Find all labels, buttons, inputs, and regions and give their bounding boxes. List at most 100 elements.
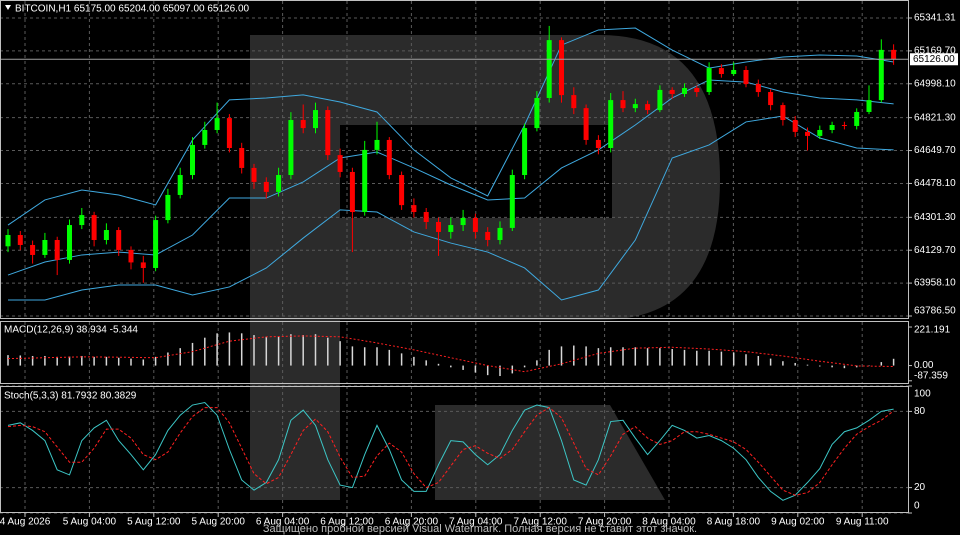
candle-body bbox=[571, 95, 577, 109]
candle-body bbox=[190, 144, 195, 176]
candle-body bbox=[202, 129, 208, 145]
bollinger-band bbox=[7, 27, 894, 226]
symbol-icon bbox=[5, 5, 11, 10]
watermark-text: Защищено пробной версией Visual Watermar… bbox=[263, 523, 697, 535]
macd-bar bbox=[253, 335, 255, 366]
candle-body bbox=[436, 221, 441, 232]
macd-bar bbox=[265, 336, 268, 366]
candle-body bbox=[657, 89, 663, 111]
y-tick-label: 64129.70 bbox=[914, 245, 956, 256]
y-tick-label: 64301.30 bbox=[914, 212, 956, 223]
macd-bar bbox=[659, 348, 661, 366]
x-tick-label: 4 Aug 2026 bbox=[0, 517, 51, 528]
candle-body bbox=[79, 215, 85, 226]
macd-bar bbox=[400, 353, 403, 366]
y-tick-label: 64649.70 bbox=[914, 145, 956, 156]
candle-body bbox=[780, 105, 786, 121]
candle-body bbox=[263, 181, 269, 192]
macd-bar bbox=[105, 356, 108, 366]
y-tick-label: 100 bbox=[914, 389, 931, 400]
macd-bar bbox=[363, 347, 366, 366]
macd-bar bbox=[290, 334, 292, 366]
stoch-title: Stoch(5,3,3) 81.7932 80.3829 bbox=[4, 391, 137, 402]
candle-body bbox=[608, 100, 614, 149]
candle-body bbox=[116, 230, 122, 250]
candle-body bbox=[153, 220, 159, 268]
candle-body bbox=[251, 167, 257, 182]
candle-body bbox=[854, 111, 860, 126]
last-price-label: 65126.00 bbox=[913, 54, 955, 65]
y-tick-label: 63786.50 bbox=[914, 306, 956, 317]
macd-bar bbox=[7, 355, 9, 366]
stoch-k bbox=[7, 401, 894, 501]
candle-body bbox=[140, 262, 146, 268]
y-tick-label: 221.191 bbox=[914, 325, 951, 336]
stoch-panel-frame bbox=[0, 386, 909, 513]
macd-bar bbox=[769, 358, 772, 366]
candle-body bbox=[325, 110, 331, 156]
candle-body bbox=[362, 149, 368, 213]
candle-body bbox=[805, 131, 810, 136]
macd-bar bbox=[634, 347, 637, 366]
macd-bar bbox=[855, 365, 858, 368]
candle-body bbox=[54, 239, 60, 260]
macd-bar bbox=[708, 350, 710, 366]
macd-bar bbox=[56, 356, 58, 366]
macd-bar bbox=[327, 337, 329, 366]
macd-bar bbox=[93, 356, 95, 366]
candle-body bbox=[177, 175, 183, 195]
macd-bar bbox=[388, 349, 391, 366]
macd-bar bbox=[536, 360, 538, 366]
candle-body bbox=[682, 88, 687, 94]
x-tick-label: 8 Aug 04:00 bbox=[642, 517, 696, 528]
x-tick-label: 7 Aug 20:00 bbox=[578, 517, 632, 528]
y-tick-label: 64478.10 bbox=[914, 178, 956, 189]
macd-bar bbox=[683, 349, 686, 366]
candle-body bbox=[669, 89, 675, 94]
candle-body bbox=[337, 155, 343, 172]
candle-body bbox=[841, 125, 847, 127]
x-tick-label: 7 Aug 04:00 bbox=[449, 517, 503, 528]
macd-bar bbox=[450, 365, 452, 368]
candle-body bbox=[214, 118, 220, 130]
candle-body bbox=[300, 120, 306, 129]
candle-body bbox=[620, 100, 626, 109]
candle-body bbox=[399, 175, 405, 206]
macd-bar bbox=[130, 358, 132, 366]
candle-body bbox=[313, 110, 318, 129]
candle-body bbox=[632, 104, 638, 109]
macd-bar bbox=[228, 332, 231, 366]
candle-body bbox=[866, 100, 872, 112]
last-price-box bbox=[910, 53, 958, 66]
macd-bar bbox=[868, 365, 870, 367]
x-tick-label: 6 Aug 20:00 bbox=[385, 517, 439, 528]
macd-bar bbox=[240, 333, 243, 366]
x-tick-label: 6 Aug 12:00 bbox=[320, 517, 374, 528]
main-title: BITCOIN,H1 65175.00 65204.00 65097.00 65… bbox=[15, 4, 250, 15]
candle-body bbox=[694, 88, 700, 93]
macd-bar bbox=[314, 334, 317, 366]
candle-body bbox=[522, 128, 528, 176]
candle-body bbox=[583, 108, 589, 140]
y-tick-label: 0 bbox=[914, 501, 920, 512]
candle-body bbox=[411, 205, 417, 213]
macd-bar bbox=[216, 333, 218, 366]
candle-body bbox=[509, 175, 515, 228]
macd-bar bbox=[696, 350, 698, 366]
y-tick-label: -87.359 bbox=[914, 371, 948, 382]
x-tick-label: 8 Aug 18:00 bbox=[707, 517, 761, 528]
macd-bar bbox=[745, 354, 747, 366]
candle-body bbox=[817, 129, 823, 136]
candle-body bbox=[288, 120, 294, 176]
macd-bar bbox=[720, 351, 723, 366]
macd-bar bbox=[277, 336, 280, 366]
x-tick-label: 5 Aug 20:00 bbox=[192, 517, 246, 528]
macd-bar bbox=[499, 365, 501, 377]
macd-bar bbox=[782, 361, 784, 366]
macd-bar bbox=[474, 365, 477, 373]
macd-bar bbox=[843, 365, 846, 369]
macd-bar bbox=[437, 363, 440, 366]
candle-body bbox=[30, 244, 36, 255]
y-tick-label: 65169.70 bbox=[914, 46, 956, 57]
